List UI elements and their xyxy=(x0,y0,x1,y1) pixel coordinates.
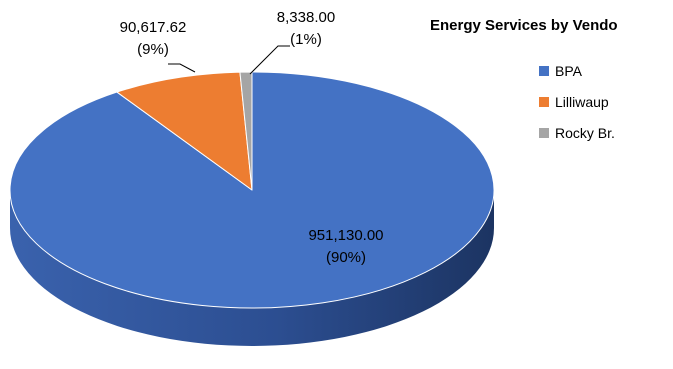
data-label-percent-rocky-br: (1%) xyxy=(290,31,322,48)
legend-label-lilliwaup: Lilliwaup xyxy=(555,94,609,110)
slice-lilliwaup[interactable] xyxy=(116,71,253,191)
pie-tops xyxy=(9,71,495,309)
slice-side-bpa xyxy=(10,190,494,346)
pie-sides xyxy=(10,190,494,346)
data-label-value-rocky-br: 8,338.00 xyxy=(277,9,335,26)
legend-swatch-lilliwaup xyxy=(539,97,549,107)
leader-line-rocky-br xyxy=(249,45,290,75)
legend-item-bpa[interactable]: BPA xyxy=(539,63,583,79)
legend-swatch-bpa xyxy=(539,66,549,76)
data-label-percent-lilliwaup: (9%) xyxy=(137,41,169,58)
data-label-value-lilliwaup: 90,617.62 xyxy=(120,19,187,36)
chart-title: Energy Services by Vendo xyxy=(430,17,618,34)
pie-labels: 951,130.00 (90%) 90,617.62 (9%) 8,338.00 (1%) xyxy=(120,9,384,266)
legend-label-bpa: BPA xyxy=(555,63,583,79)
pie-leaders xyxy=(168,45,290,75)
leader-line-lilliwaup xyxy=(168,63,196,73)
legend-swatch-rocky-br xyxy=(539,128,549,138)
data-label-percent-bpa: (90%) xyxy=(326,249,366,266)
legend-item-lilliwaup[interactable]: Lilliwaup xyxy=(539,94,609,110)
data-label-value-bpa: 951,130.00 xyxy=(308,227,383,244)
legend-item-rocky-br[interactable]: Rocky Br. xyxy=(539,125,615,141)
legend-label-rocky-br: Rocky Br. xyxy=(555,125,615,141)
legend: BPA Lilliwaup Rocky Br. xyxy=(539,63,615,141)
